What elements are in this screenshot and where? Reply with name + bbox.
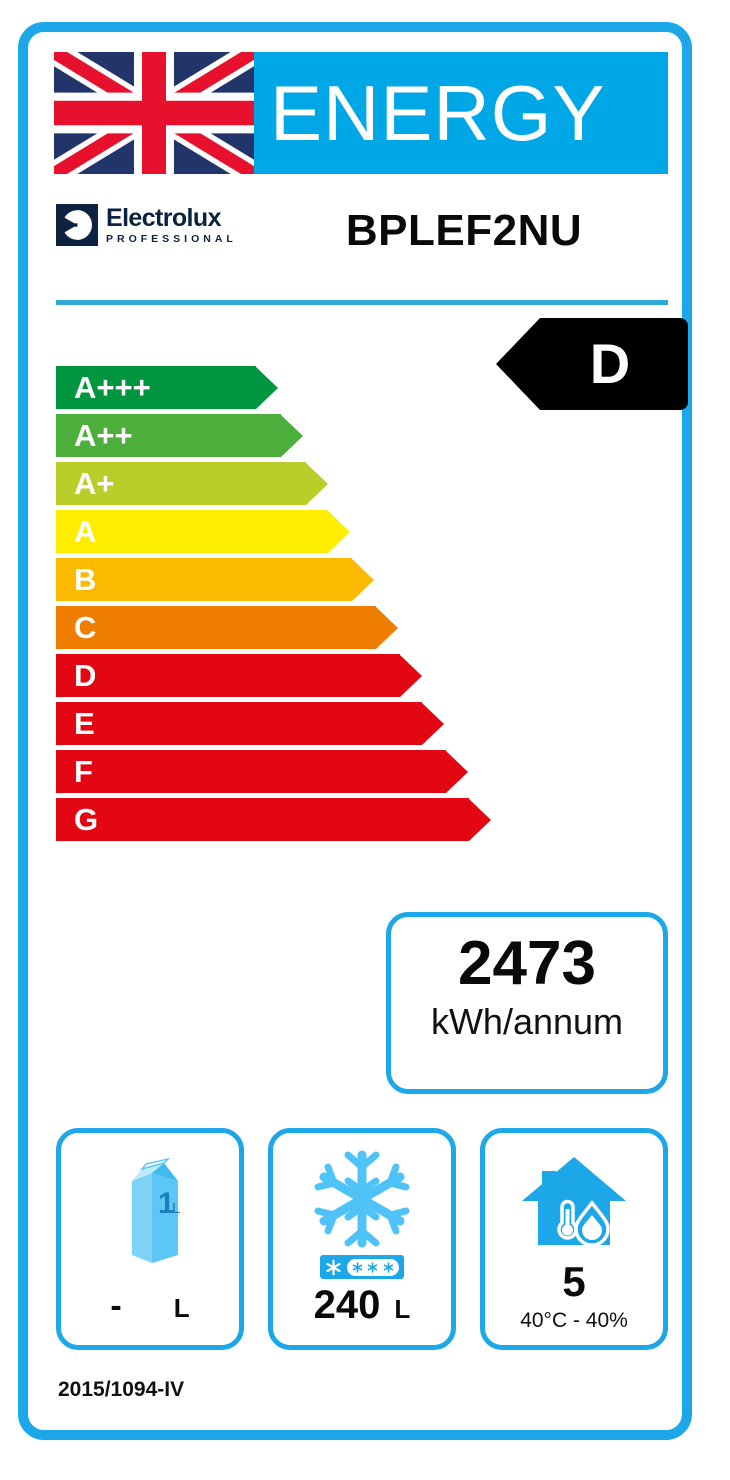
scale-bar-label: B bbox=[74, 562, 97, 597]
fridge-capacity-unit: L bbox=[173, 1293, 190, 1323]
scale-row-A: A bbox=[56, 510, 668, 553]
svg-text:L: L bbox=[172, 1200, 180, 1217]
scale-row-G: G bbox=[56, 798, 668, 841]
annual-consumption-box: 2473 kWh/annum bbox=[386, 912, 668, 1094]
electrolux-wordmark: Electrolux PROFESSIONAL bbox=[106, 203, 237, 245]
freezer-capacity-value: 240 bbox=[313, 1283, 381, 1327]
scale-bar-body: A+++ bbox=[56, 366, 256, 409]
scale-row-F: F bbox=[56, 750, 668, 793]
scale-bar-tip bbox=[328, 510, 350, 553]
milk-carton-icon: 1 L bbox=[61, 1151, 239, 1269]
electrolux-emblem-icon bbox=[56, 204, 98, 246]
climate-class-box: 5 40°C - 40% bbox=[480, 1128, 668, 1350]
scale-bar-body: A+ bbox=[56, 462, 306, 505]
annual-consumption-value: 2473 bbox=[458, 929, 596, 998]
scale-row-B: B bbox=[56, 558, 668, 601]
scale-row-Aplus: A+ bbox=[56, 462, 668, 505]
scale-bar-tip bbox=[469, 798, 491, 841]
star-large-icon bbox=[326, 1259, 341, 1275]
scale-bar-tip bbox=[422, 702, 444, 745]
arrow-tip bbox=[496, 318, 540, 410]
scale-bar: A bbox=[56, 510, 350, 553]
freezer-star-rating-badge bbox=[320, 1255, 404, 1279]
scale-bar-body: G bbox=[56, 798, 469, 841]
scale-bar-body: C bbox=[56, 606, 376, 649]
scale-bar-tip bbox=[256, 366, 278, 409]
header-divider bbox=[56, 300, 668, 305]
regulation-reference: 2015/1094-IV bbox=[58, 1378, 185, 1401]
scale-bar-tip bbox=[306, 462, 328, 505]
freezer-capacity-box: 240 L bbox=[268, 1128, 456, 1350]
energy-banner: ENERGY bbox=[254, 52, 668, 174]
star-small-icon bbox=[368, 1261, 378, 1273]
scale-bar-body: F bbox=[56, 750, 446, 793]
scale-bar: E bbox=[56, 702, 444, 745]
brand-row: Electrolux PROFESSIONAL BPLEF2NU bbox=[54, 190, 668, 280]
scale-bar-label: D bbox=[74, 658, 97, 693]
arrow-body: D bbox=[540, 318, 688, 410]
brand-suffix: PROFESSIONAL bbox=[106, 232, 237, 245]
scale-bar-body: E bbox=[56, 702, 422, 745]
scale-bar-body: A++ bbox=[56, 414, 281, 457]
rated-class-letter: D bbox=[589, 332, 631, 395]
scale-bar-label: G bbox=[74, 802, 99, 837]
scale-bar-label: E bbox=[74, 706, 95, 741]
scale-bar-tip bbox=[376, 606, 398, 649]
electrolux-logo: Electrolux PROFESSIONAL bbox=[56, 204, 237, 246]
climate-class-value: 5 bbox=[562, 1258, 586, 1305]
star-small-icon bbox=[383, 1261, 393, 1273]
fridge-capacity-readout: - L bbox=[61, 1289, 239, 1323]
scale-row-Aplusplus: A++ bbox=[56, 414, 668, 457]
scale-bar: B bbox=[56, 558, 374, 601]
efficiency-scale: A+++ A++ A+ A B C D E F G bbox=[56, 366, 668, 846]
scale-bar-label: A bbox=[74, 514, 97, 549]
scale-row-E: E bbox=[56, 702, 668, 745]
scale-bar-label: A+ bbox=[74, 466, 115, 501]
scale-row-D: D bbox=[56, 654, 668, 697]
fridge-capacity-box: 1 L - L bbox=[56, 1128, 244, 1350]
climate-conditions: 40°C - 40% bbox=[520, 1309, 628, 1332]
scale-bar-label: A+++ bbox=[74, 370, 151, 405]
star-small-icon bbox=[352, 1261, 363, 1273]
energy-label: ENERGY Electrolux PROFESSIONAL bbox=[18, 22, 692, 1440]
scale-bar: F bbox=[56, 750, 468, 793]
scale-row-C: C bbox=[56, 606, 668, 649]
scale-bar: A+++ bbox=[56, 366, 278, 409]
model-name: BPLEF2NU bbox=[345, 206, 583, 255]
scale-bar-body: B bbox=[56, 558, 352, 601]
scale-bar: D bbox=[56, 654, 422, 697]
brand-name: Electrolux bbox=[106, 203, 221, 232]
scale-bar-tip bbox=[446, 750, 468, 793]
star-pill bbox=[347, 1258, 399, 1276]
freezer-capacity-readout: 240 L bbox=[273, 1285, 451, 1325]
scale-bar-body: D bbox=[56, 654, 400, 697]
scale-bar: A+ bbox=[56, 462, 328, 505]
rated-class-arrow: D bbox=[496, 318, 688, 410]
scale-bar: G bbox=[56, 798, 491, 841]
house-thermometer-humidity-icon bbox=[485, 1151, 663, 1251]
energy-word: ENERGY bbox=[270, 69, 606, 157]
scale-bar: C bbox=[56, 606, 398, 649]
scale-bar-tip bbox=[352, 558, 374, 601]
svg-text:1: 1 bbox=[158, 1187, 175, 1220]
scale-bar-tip bbox=[400, 654, 422, 697]
union-jack-flag-icon bbox=[54, 52, 254, 174]
annual-consumption-unit: kWh/annum bbox=[430, 1000, 624, 1042]
scale-bar-label: A++ bbox=[74, 418, 133, 453]
scale-row-Aplusplusplus: A+++ bbox=[56, 366, 668, 409]
snowflake-icon bbox=[273, 1147, 451, 1251]
scale-bar-tip bbox=[281, 414, 303, 457]
scale-bar: A++ bbox=[56, 414, 303, 457]
fridge-capacity-value: - bbox=[110, 1287, 122, 1325]
scale-bar-label: C bbox=[74, 610, 97, 645]
freezer-capacity-unit: L bbox=[394, 1294, 411, 1324]
scale-bar-body: A bbox=[56, 510, 328, 553]
label-header: ENERGY bbox=[54, 52, 668, 174]
scale-bar-label: F bbox=[74, 754, 93, 789]
